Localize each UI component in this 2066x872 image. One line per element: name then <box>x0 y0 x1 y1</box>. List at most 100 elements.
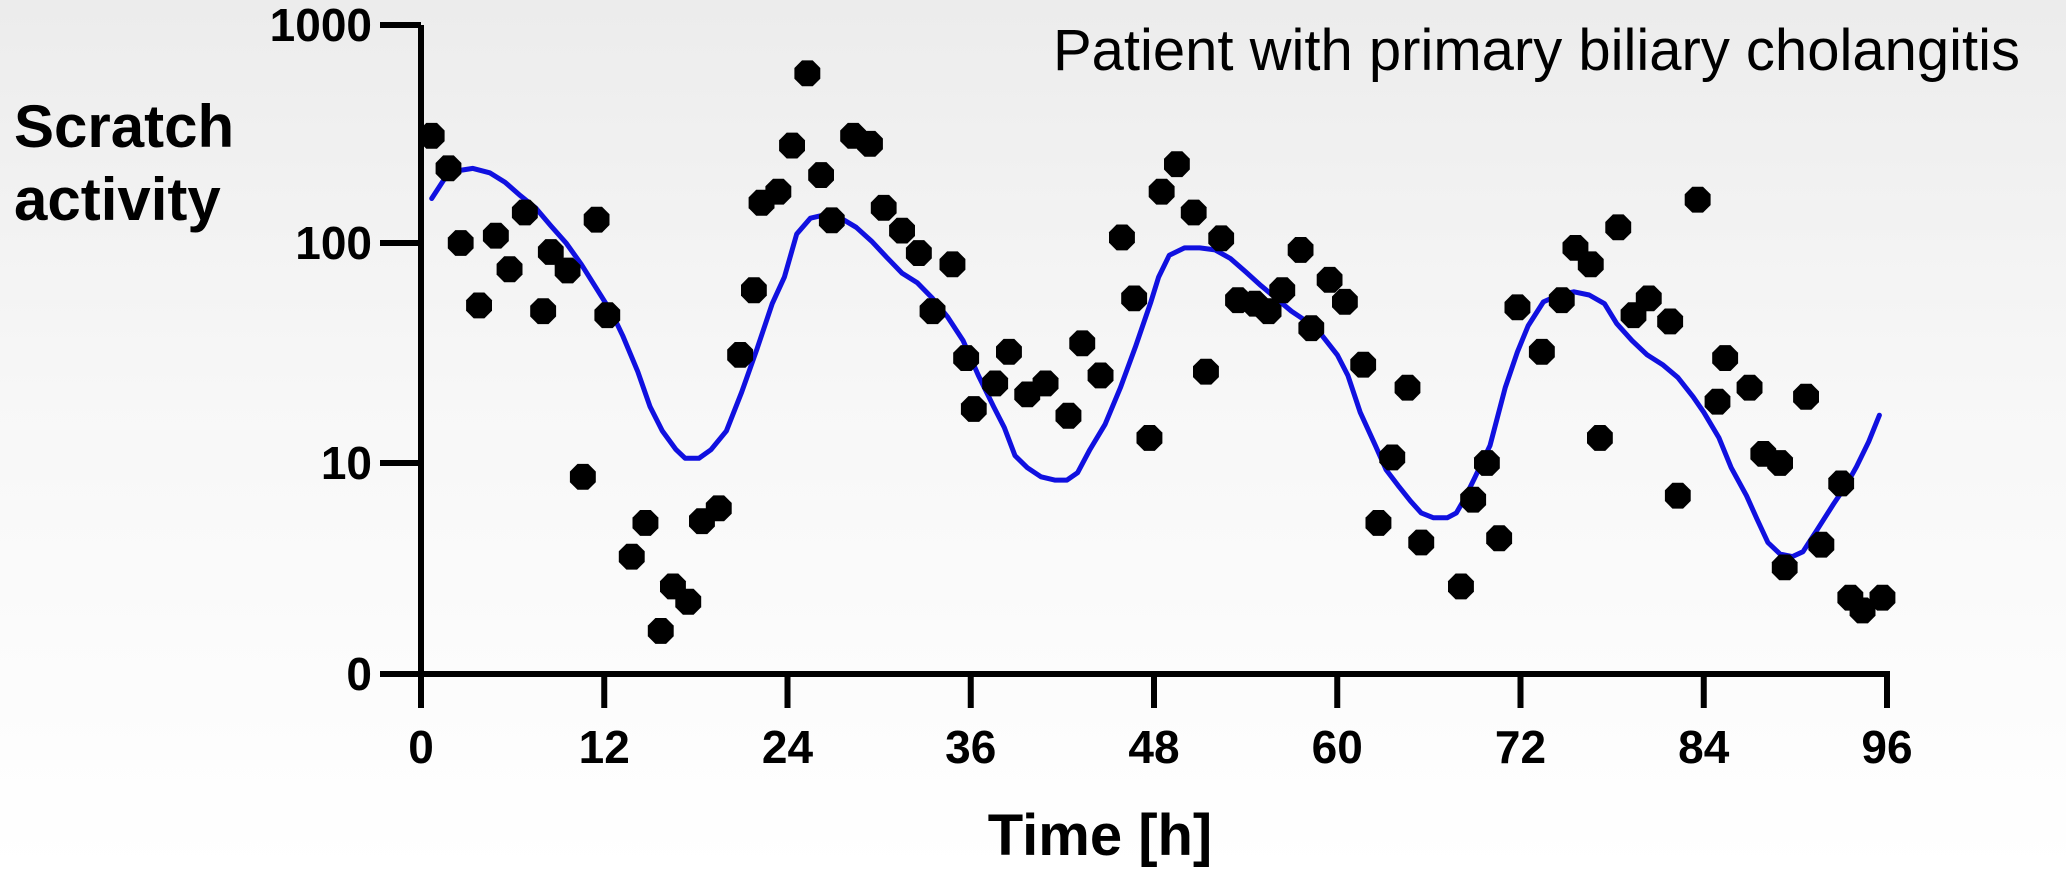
data-point <box>953 345 980 371</box>
data-point <box>1164 151 1190 178</box>
data-point <box>1121 285 1148 312</box>
data-point <box>1379 444 1406 471</box>
x-tick-label: 48 <box>1128 721 1179 773</box>
data-point <box>537 239 564 265</box>
data-point <box>594 302 621 329</box>
data-point <box>1365 510 1392 536</box>
data-point <box>1767 450 1793 476</box>
data-point <box>1664 482 1691 509</box>
data-point <box>1180 199 1207 226</box>
data-point <box>1635 285 1662 312</box>
y-ticks: 0 10 100 1000 <box>270 0 421 700</box>
data-point <box>1350 351 1377 378</box>
data-point <box>1148 178 1175 205</box>
data-point <box>1528 338 1555 365</box>
y-tick-label: 10 <box>321 437 372 489</box>
data-point <box>418 122 445 149</box>
x-tick-label: 72 <box>1495 721 1546 773</box>
data-point <box>1736 374 1763 401</box>
data-point <box>1055 402 1082 429</box>
data-point <box>1394 374 1421 401</box>
data-point <box>618 543 645 570</box>
data-point <box>741 277 767 304</box>
data-point <box>1504 294 1531 321</box>
x-tick-label: 96 <box>1861 721 1912 773</box>
data-point <box>765 178 792 205</box>
data-point <box>1577 251 1604 278</box>
data-point <box>1193 358 1219 385</box>
x-tick-label: 60 <box>1312 721 1363 773</box>
data-point <box>1828 470 1855 497</box>
data-point <box>1287 237 1314 263</box>
data-point <box>889 217 915 244</box>
data-point <box>1712 345 1739 371</box>
data-point <box>583 206 610 233</box>
data-point <box>466 292 492 319</box>
data-point <box>905 240 932 266</box>
data-point <box>1448 573 1474 600</box>
data-point <box>919 298 946 325</box>
data-point <box>1808 531 1835 558</box>
data-point <box>870 194 897 221</box>
fit-curve-layer <box>429 165 1882 560</box>
chart-title: Patient with primary biliary cholangitis <box>1053 18 2020 83</box>
data-point <box>632 510 659 536</box>
data-point <box>511 199 538 226</box>
x-tick-label: 84 <box>1678 721 1730 773</box>
data-point <box>1269 277 1296 304</box>
data-point <box>554 257 581 284</box>
data-point <box>1620 302 1647 329</box>
data-point <box>1087 362 1114 389</box>
data-point <box>1869 584 1896 611</box>
data-point <box>1587 425 1613 451</box>
data-point <box>808 162 834 188</box>
data-point <box>857 130 883 157</box>
data-point <box>1474 450 1500 476</box>
x-ticks: 0 12 24 36 48 60 72 84 96 <box>408 674 1913 773</box>
data-point <box>1208 225 1235 252</box>
data-point <box>447 230 474 256</box>
data-point <box>675 588 702 615</box>
data-point <box>496 256 523 283</box>
data-point <box>1771 554 1798 581</box>
x-tick-label: 12 <box>579 721 630 773</box>
y-tick-label: 0 <box>346 648 372 700</box>
data-point <box>569 463 596 490</box>
data-point <box>1562 235 1589 261</box>
data-point <box>818 207 845 234</box>
data-point <box>482 222 509 249</box>
data-point <box>1548 287 1575 314</box>
data-point <box>1298 315 1325 342</box>
data-point <box>1316 266 1343 293</box>
data-point <box>705 495 732 522</box>
data-point <box>1032 370 1059 397</box>
data-point <box>1069 330 1096 357</box>
data-point <box>939 251 966 278</box>
data-point <box>960 396 987 422</box>
data-point <box>1793 383 1819 410</box>
data-point <box>779 132 805 159</box>
data-point <box>996 338 1022 365</box>
data-point <box>1460 486 1487 513</box>
y-tick-label: 1000 <box>270 0 372 51</box>
fit-curve <box>429 165 1882 560</box>
data-point <box>1849 597 1876 624</box>
data-point <box>1408 529 1435 556</box>
data-point <box>1605 214 1632 241</box>
data-point <box>1684 186 1711 213</box>
data-point <box>1486 525 1513 552</box>
y-axis-label-line-1: Scratch <box>14 93 234 160</box>
y-axis-label-line-2: activity <box>14 166 221 233</box>
data-point <box>1136 425 1163 451</box>
x-tick-label: 24 <box>762 721 814 773</box>
y-tick-label: 100 <box>295 217 372 269</box>
data-point <box>982 370 1009 397</box>
data-point <box>1704 388 1731 415</box>
data-point <box>727 342 754 368</box>
data-point <box>1657 308 1684 335</box>
x-axis-label: Time [h] <box>988 803 1213 868</box>
x-tick-label: 36 <box>945 721 996 773</box>
data-points-layer <box>418 60 1896 644</box>
data-point <box>794 60 821 87</box>
